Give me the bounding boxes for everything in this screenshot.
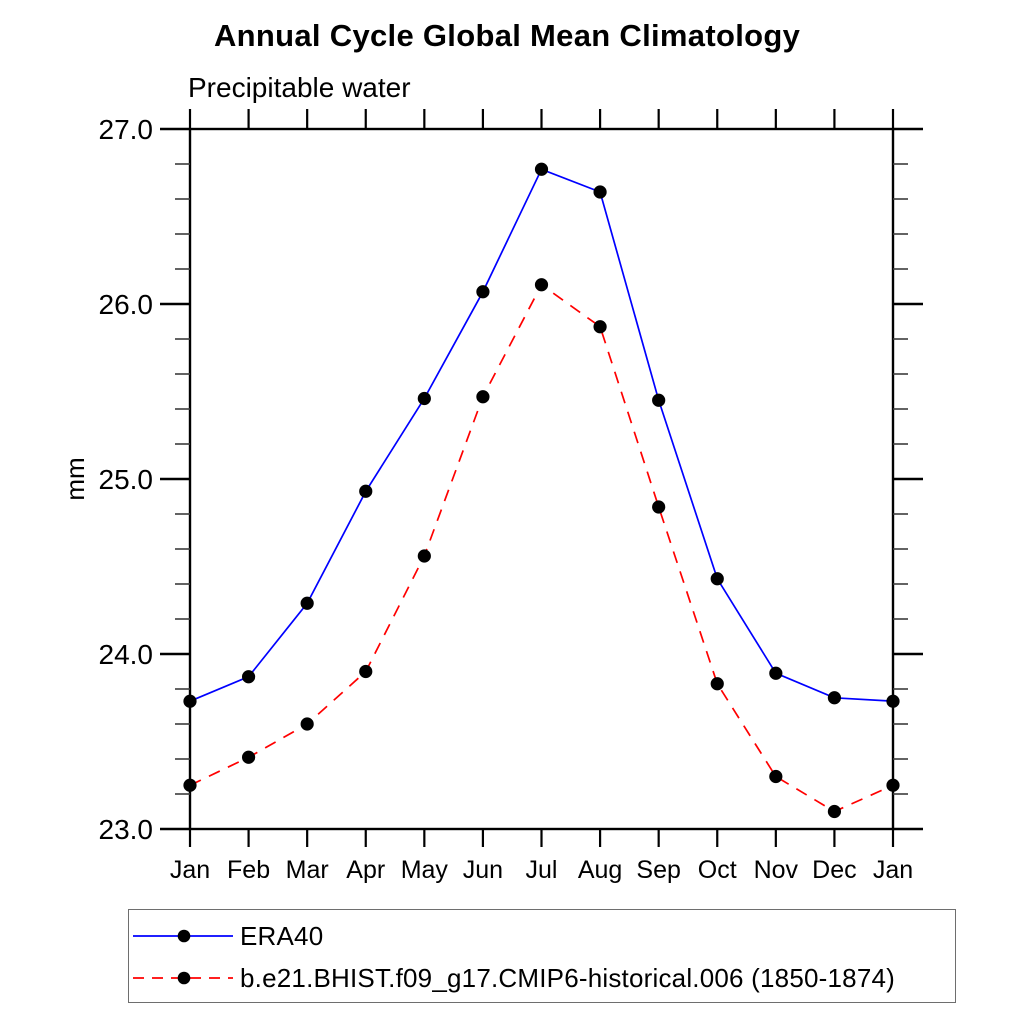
legend-marker-dot xyxy=(177,971,191,985)
data-point-s1-6 xyxy=(534,278,549,292)
y-tick-label: 23.0 xyxy=(99,814,154,845)
data-point-s0-7 xyxy=(593,185,607,199)
data-point-s1-7 xyxy=(593,320,607,334)
data-point-s0-3 xyxy=(359,484,373,498)
x-tick-label: Jan xyxy=(170,856,210,884)
data-point-s0-8 xyxy=(652,393,666,407)
data-point-s0-1 xyxy=(241,670,256,684)
chart-subtitle: Precipitable water xyxy=(188,72,411,103)
data-point-s0-12 xyxy=(886,694,900,708)
data-point-s0-5 xyxy=(476,285,490,299)
data-point-s0-6 xyxy=(534,162,549,176)
x-tick-label: Jul xyxy=(526,856,558,884)
x-tick-label: Jan xyxy=(873,856,913,884)
y-tick-label: 24.0 xyxy=(99,639,154,670)
series-line-0 xyxy=(189,168,894,703)
x-tick-label: Mar xyxy=(286,856,329,884)
x-tick-label: Dec xyxy=(812,856,856,884)
data-point-s1-5 xyxy=(476,390,490,404)
data-point-s1-2 xyxy=(300,717,314,731)
data-point-s0-0 xyxy=(183,694,197,708)
data-point-s0-9 xyxy=(710,572,724,586)
x-tick-label: Feb xyxy=(227,856,270,884)
data-point-s1-4 xyxy=(417,549,431,563)
data-point-s1-9 xyxy=(710,677,724,691)
y-tick-label: 27.0 xyxy=(99,114,154,145)
x-tick-label: May xyxy=(401,856,449,884)
data-point-s0-11 xyxy=(827,691,842,705)
chart-title: Annual Cycle Global Mean Climatology xyxy=(214,18,801,53)
data-point-s1-8 xyxy=(652,500,666,514)
plot-frame xyxy=(188,127,895,831)
data-point-s0-10 xyxy=(769,666,783,680)
legend-box: ERA40 b.e21.BHIST.f09_g17.CMIP6-historic… xyxy=(128,909,956,1003)
x-tick-label: Jun xyxy=(463,856,503,884)
legend-label-model: b.e21.BHIST.f09_g17.CMIP6-historical.006… xyxy=(240,962,895,993)
legend-line-sample-dashed xyxy=(133,971,233,985)
data-point-s1-11 xyxy=(827,804,842,819)
x-tick-label: Aug xyxy=(578,856,622,884)
series-line-1 xyxy=(189,283,894,813)
legend-label-era40: ERA40 xyxy=(240,920,324,951)
x-tick-label: Nov xyxy=(754,856,799,884)
data-point-s0-4 xyxy=(417,391,431,406)
x-tick-label: Apr xyxy=(346,856,385,884)
data-point-s1-0 xyxy=(183,778,197,792)
y-tick-label: 26.0 xyxy=(99,289,154,320)
legend-marker-dot xyxy=(177,929,191,943)
data-point-s1-3 xyxy=(359,664,373,679)
x-tick-label: Sep xyxy=(636,856,680,884)
data-point-s1-12 xyxy=(886,778,900,792)
legend-entry-model: b.e21.BHIST.f09_g17.CMIP6-historical.006… xyxy=(129,957,955,999)
x-tick-label: Oct xyxy=(698,856,737,884)
data-point-s1-10 xyxy=(769,769,783,784)
y-tick-label: 25.0 xyxy=(99,464,154,495)
legend-line-sample-solid xyxy=(133,929,233,943)
data-point-s0-2 xyxy=(300,596,314,610)
data-point-s1-1 xyxy=(241,750,256,764)
legend-entry-era40: ERA40 xyxy=(129,915,955,957)
